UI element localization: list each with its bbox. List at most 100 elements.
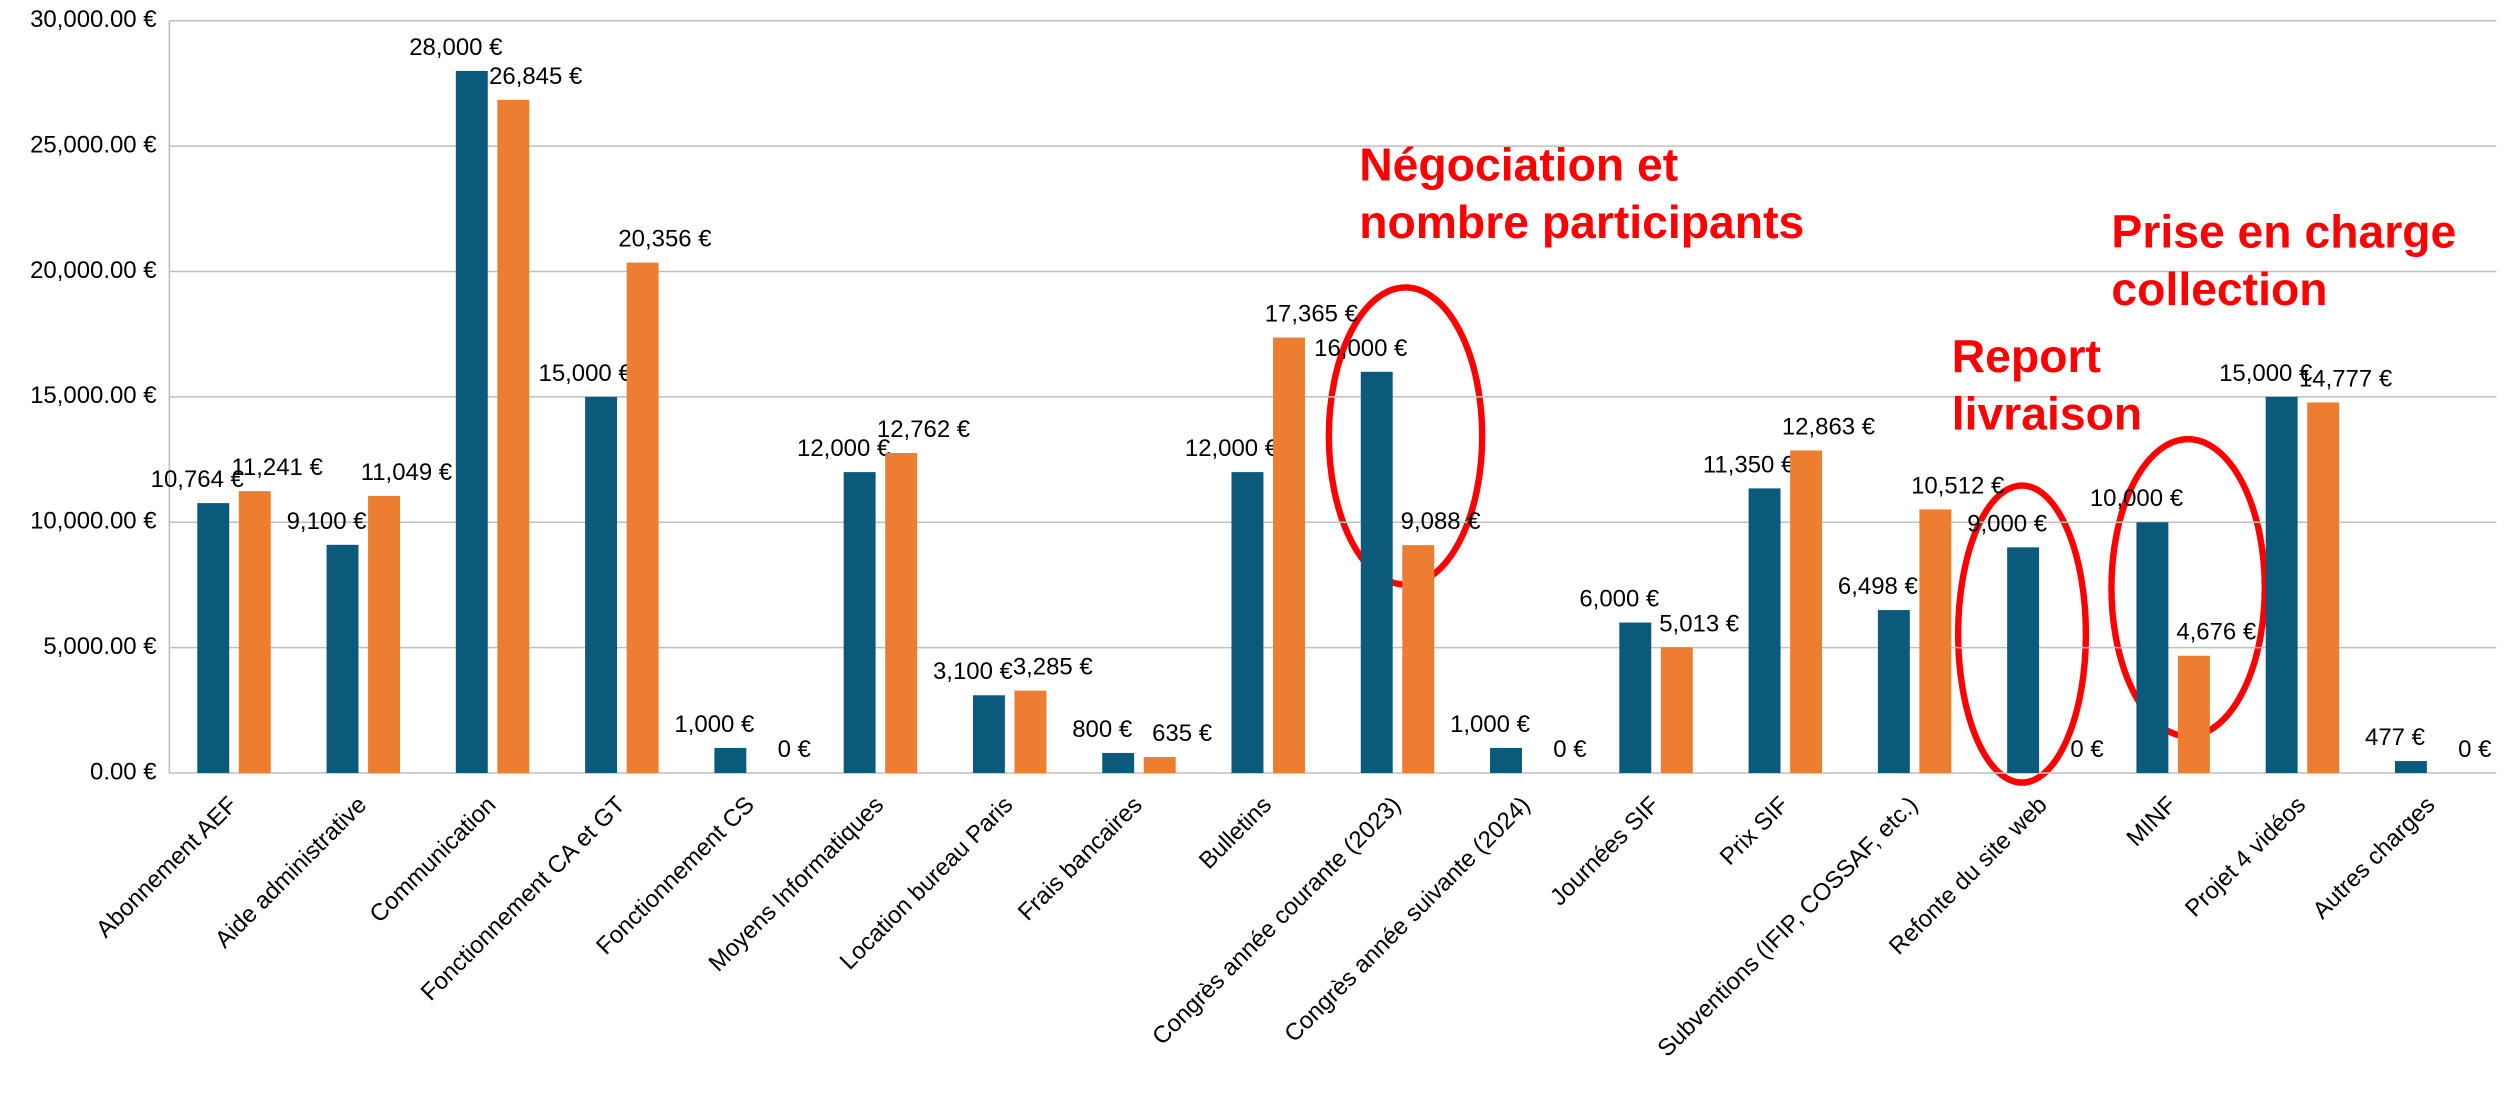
x-tick-label: Projet 4 vidéos (2180, 791, 2311, 922)
data-label: 11,049 € (361, 459, 452, 486)
x-tick-label: Frais bancaires (1013, 791, 1148, 926)
y-tick-label: 0.00 € (90, 758, 157, 785)
annotation-line: livraison (1952, 388, 2142, 440)
annotation-line: Report (1952, 330, 2101, 382)
bar (238, 491, 271, 773)
y-tick-label: 5,000.00 € (43, 633, 156, 660)
bar (1877, 610, 1910, 773)
annotation: Report livraison (1952, 330, 2142, 439)
y-tick-label: 30,000.00 € (30, 6, 156, 33)
x-tick-label: Communication (365, 791, 502, 928)
annotation: Prise en charge collection (2111, 206, 2456, 315)
data-label: 10,000 € (2090, 485, 2183, 512)
annotation-line: nombre participants (1359, 196, 1804, 248)
x-tick-label: Autres charges (2307, 791, 2440, 924)
bar (1273, 337, 1305, 773)
x-tick-label: Congrès année courante (2023) (1147, 791, 1406, 1050)
data-label: 10,764 € (151, 466, 244, 493)
data-label: 12,000 € (1185, 435, 1278, 462)
data-label: 28,000 € (409, 34, 502, 61)
data-label: 6,498 € (1838, 573, 1918, 600)
data-label: 477 € (2365, 724, 2425, 751)
data-label: 20,356 € (618, 226, 711, 253)
bar (2177, 655, 2210, 773)
bar (843, 472, 876, 773)
data-label: 3,285 € (1013, 654, 1093, 681)
bar (1402, 545, 1435, 773)
annotation-line: collection (2111, 263, 2327, 315)
data-label: 0 € (2458, 736, 2491, 763)
y-tick-label: 20,000.00 € (30, 257, 156, 284)
bar (1619, 622, 1652, 773)
bar (2394, 761, 2427, 773)
data-label: 17,365 € (1265, 301, 1358, 328)
y-tick-label: 25,000.00 € (30, 131, 156, 158)
data-label: 6,000 € (1579, 586, 1659, 613)
highlight-ellipse (1325, 284, 1486, 588)
x-tick-label: Abonnement AEF (91, 791, 243, 943)
data-label: 15,000 € (539, 360, 632, 387)
data-label: 5,013 € (1659, 610, 1739, 637)
data-label: 4,676 € (2176, 619, 2256, 646)
x-tick-label: Subventions (IFIP, COSSAF, etc.) (1652, 791, 1923, 1062)
bar (455, 70, 488, 773)
data-label: 11,350 € (1703, 451, 1794, 478)
data-label: 1,000 € (1450, 711, 1530, 738)
bar (1143, 757, 1176, 773)
bar (1748, 488, 1781, 773)
bar (197, 503, 230, 773)
bar (714, 747, 747, 773)
data-label: 9,088 € (1401, 508, 1481, 535)
data-label: 15,000 € (2219, 360, 2312, 387)
bar (1790, 450, 1823, 773)
data-label: 16,000 € (1314, 335, 1407, 362)
highlight-ellipse (1954, 482, 2090, 786)
data-label: 12,863 € (1782, 413, 1875, 440)
x-tick-label: MINF (2121, 791, 2181, 851)
bar (885, 452, 918, 773)
bar (1490, 747, 1522, 773)
bar (972, 695, 1005, 773)
data-label: 10,512 € (1911, 472, 2004, 499)
bar (326, 544, 359, 773)
bar (626, 262, 659, 773)
data-label: 26,845 € (489, 63, 582, 90)
x-tick-label: Prix SIF (1715, 791, 1794, 870)
data-label: 0 € (1553, 736, 1586, 763)
bar (2265, 396, 2298, 773)
data-label: 12,762 € (877, 416, 970, 443)
data-label: 9,000 € (1967, 510, 2047, 537)
data-label: 1,000 € (674, 711, 754, 738)
y-tick-label: 10,000.00 € (30, 508, 156, 535)
bar (1231, 472, 1264, 773)
bar (2136, 522, 2169, 773)
x-tick-label: Congrès année suivante (2024) (1279, 791, 1535, 1047)
bar (2307, 402, 2340, 773)
x-tick-label: Bulletins (1194, 791, 1277, 874)
bar (585, 396, 618, 773)
x-tick-label: Fonctionnement CA et GT (416, 791, 631, 1006)
data-label: 3,100 € (933, 658, 1013, 685)
data-label: 0 € (2070, 736, 2103, 763)
data-label: 11,241 € (231, 454, 322, 481)
bar (1360, 371, 1393, 773)
bar (1660, 647, 1693, 773)
bar (2007, 547, 2040, 773)
bar (1919, 509, 1952, 773)
bar (1014, 690, 1047, 773)
bar (368, 495, 401, 773)
bar (497, 99, 530, 773)
y-tick-label: 15,000.00 € (30, 382, 156, 409)
data-label: 9,100 € (287, 508, 367, 535)
x-tick-label: Journées SIF (1545, 791, 1665, 911)
data-label: 0 € (778, 736, 811, 763)
data-label: 14,777 € (2299, 365, 2392, 392)
data-label: 12,000 € (797, 435, 890, 462)
annotation-line: Négociation et (1359, 138, 1678, 190)
data-label: 635 € (1152, 720, 1212, 747)
annotation-line: Prise en charge (2111, 206, 2456, 258)
annotation: Négociation et nombre participants (1359, 138, 1804, 247)
data-label: 800 € (1072, 716, 1132, 743)
